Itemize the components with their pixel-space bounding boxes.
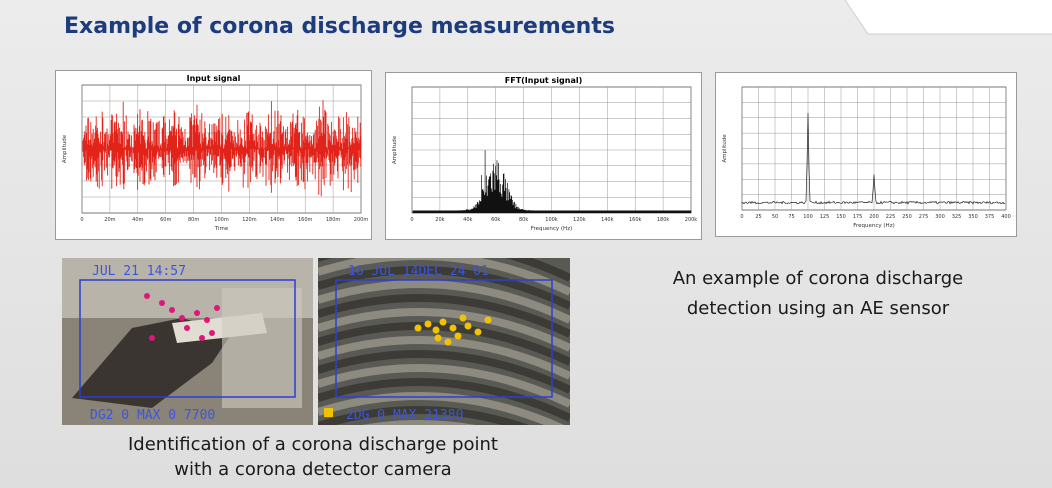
chart-graphic: 0 25 50 75 100 125 150 175 200 225 250 275 300 325 350… [716,73,1016,236]
discharge-dot [199,335,205,341]
discharge-dot [425,321,432,328]
x-tick-label: 140m [270,217,285,223]
x-tick-label: 375 [985,214,995,220]
discharge-dot [440,319,447,326]
x-tick-label: 350 [968,214,978,220]
x-tick-label: 60m [160,217,171,223]
discharge-dot [169,307,175,313]
caption-line: An example of corona discharge [673,264,964,294]
chart-graphic: Input signal 0 20m 40m 60m 80m 100m 120m 140m 160… [56,71,371,239]
caption-line: Identification of a corona discharge poi… [128,432,498,457]
x-tick-label: 200m [354,217,369,223]
discharge-dot [179,315,185,321]
discharge-dot [445,339,452,346]
x-tick-label: 0 [740,214,743,220]
camera-photo: JUL 21 14:57 DG2 0 MAX 0 7700 [62,258,313,425]
marker [324,408,333,417]
x-tick-label: 0 [80,217,83,223]
spectrum-chart: 0 25 50 75 100 125 150 175 200 225 250 275 300 325 350… [715,72,1017,237]
discharge-dot [460,315,467,322]
discharge-dot [465,323,472,330]
x-tick-label: 160m [298,217,313,223]
x-tick-label: 80k [519,217,528,223]
photo-graphic: 16 JUL 14DEC 24 01 2DG 0 MAX 21380 [318,258,570,425]
fft-chart: FFT(Input signal) 0 20k 40k 60k 80k 100k 120k 14… [385,72,702,240]
x-tick-label: 100 [803,214,813,220]
x-tick-label: 60k [491,217,500,223]
discharge-dot [433,327,440,334]
overlay-text: DG2 0 MAX 0 7700 [90,408,215,423]
discharge-dot [159,300,165,306]
x-tick-label: 140k [601,217,614,223]
section-title: Example of corona discharge measurements [64,14,615,39]
discharge-dot [149,335,155,341]
x-axis-label: Time [214,226,229,232]
y-axis-label: Amplitude [722,134,728,163]
x-tick-label: 200 [869,214,879,220]
x-axis-label: Frequency (Hz) [531,226,572,232]
ae-caption: An example of corona discharge detection… [673,264,964,324]
discharge-dot [194,310,200,316]
x-tick-label: 25 [755,214,761,220]
chart-title: Input signal [187,74,241,83]
x-tick-label: 150 [836,214,846,220]
x-tick-label: 125 [820,214,830,220]
discharge-dot [209,330,215,336]
discharge-dot [450,325,457,332]
x-tick-label: 250 [902,214,912,220]
x-tick-label: 175 [853,214,863,220]
x-tick-label: 40k [463,217,472,223]
x-tick-label: 200k [685,217,698,223]
page: Example of corona discharge measurements… [0,0,1052,488]
x-tick-label: 275 [919,214,929,220]
discharge-dot [214,305,220,311]
x-tick-label: 20m [104,217,115,223]
camera-caption: Identification of a corona discharge poi… [128,432,498,482]
x-tick-label: 225 [886,214,896,220]
overlay-text: 16 JUL 14DEC 24 01 [348,264,489,279]
discharge-dot [435,335,442,342]
x-tick-label: 180m [326,217,341,223]
discharge-dot [455,333,462,340]
x-tick-label: 20k [435,217,444,223]
y-axis-label: Amplitude [392,135,398,164]
x-tick-label: 100k [545,217,558,223]
overlay-text: 2DG 0 MAX 21380 [346,408,463,423]
caption-line: detection using an AE sensor [673,294,964,324]
discharge-dot [204,317,210,323]
overlay-text: JUL 21 14:57 [92,264,186,279]
input-signal-chart: Input signal 0 20m 40m 60m 80m 100m 120m 140m 160… [55,70,372,240]
discharge-dot [184,325,190,331]
x-tick-label: 100m [214,217,229,223]
y-axis-label: Amplitude [62,134,68,163]
x-tick-label: 40m [132,217,143,223]
caption-line: with a corona detector camera [128,457,498,482]
x-tick-label: 120k [573,217,586,223]
x-tick-label: 120m [242,217,257,223]
x-tick-label: 300 [935,214,945,220]
x-tick-label: 0 [410,217,413,223]
discharge-dot [485,317,492,324]
discharge-dot [144,293,150,299]
discharge-dot [475,329,482,336]
x-tick-label: 160k [629,217,642,223]
x-tick-label: 50 [772,214,778,220]
camera-photo: 16 JUL 14DEC 24 01 2DG 0 MAX 21380 [318,258,570,425]
x-tick-label: 180k [657,217,670,223]
chart-title: FFT(Input signal) [505,76,582,85]
frame [222,288,302,408]
x-axis-label: Frequency (Hz) [853,223,894,229]
x-tick-label: 80m [188,217,199,223]
discharge-dot [415,325,422,332]
photo-graphic: JUL 21 14:57 DG2 0 MAX 0 7700 [62,258,313,425]
chart-graphic: FFT(Input signal) 0 20k 40k 60k 80k 100k 120k 14… [386,73,701,239]
x-tick-label: 400 [1001,214,1011,220]
x-tick-label: 325 [952,214,962,220]
x-tick-label: 75 [788,214,794,220]
